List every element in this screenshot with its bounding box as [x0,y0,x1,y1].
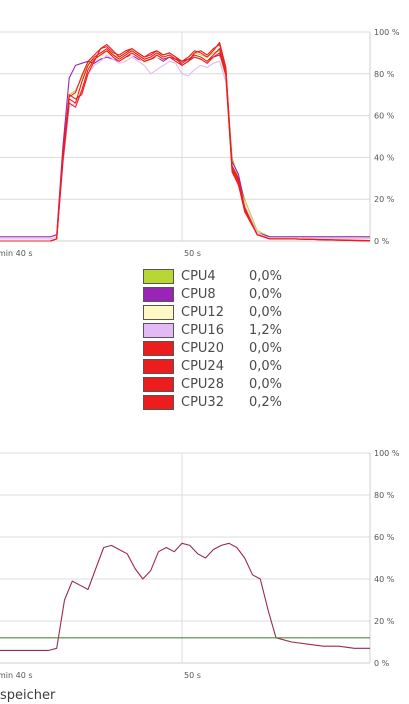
y-tick-label: 20 % [374,195,395,204]
x-axis-label: min 40 s [0,671,33,680]
legend-cpu-usage: 0,0% [249,341,283,356]
legend-cpu-usage: 1,2% [249,323,283,338]
legend-item-cpu20[interactable]: CPU20 0,0% [143,340,303,358]
y-tick-label: 40 % [374,575,395,584]
legend-cpu-usage: 0,0% [249,377,283,392]
series-line-cpu28 [0,50,371,242]
series-line-series-0 [0,542,370,651]
y-tick-label: 80 % [374,491,395,500]
y-tick-label: 0 % [374,659,390,668]
legend-cpu-name: CPU24 [181,359,224,374]
legend-cpu-name: CPU28 [181,377,224,392]
color-swatch[interactable] [143,377,174,392]
series-line-cpu32 [0,41,371,242]
y-tick-label: 20 % [374,617,395,626]
legend-item-cpu8[interactable]: CPU8 0,0% [143,286,303,304]
memory-section-label: speicher [0,688,56,703]
legend-item-cpu4[interactable]: CPU4 0,0% [143,268,303,286]
x-axis-label: 50 s [184,671,201,680]
series-line-cpu24 [0,48,371,242]
x-axis-label: 50 s [184,249,201,258]
y-tick-label: 0 % [374,237,390,246]
legend-item-cpu12[interactable]: CPU12 0,0% [143,304,303,322]
y-tick-label: 100 % [374,28,400,37]
legend-cpu-usage: 0,0% [249,305,283,320]
color-swatch[interactable] [143,395,174,410]
legend-cpu-usage: 0,0% [249,269,283,284]
legend-cpu-usage: 0,0% [249,287,283,302]
legend-cpu-name: CPU8 [181,287,216,302]
legend-cpu-usage: 0,0% [249,359,283,374]
legend-cpu-name: CPU12 [181,305,224,320]
legend-item-cpu28[interactable]: CPU28 0,0% [143,376,303,394]
legend-item-cpu24[interactable]: CPU24 0,0% [143,358,303,376]
legend-item-cpu32[interactable]: CPU32 0,2% [143,394,303,412]
cpu-legend: CPU4 0,0% CPU8 0,0% CPU12 0,0% CPU16 1,2% CPU20 0… [0,268,409,414]
memory-history-graph: 100 % 80 % 60 % 40 % 20 % 0 % min 40 s 50 s [0,449,400,680]
color-swatch[interactable] [143,287,174,302]
color-swatch[interactable] [143,305,174,320]
y-tick-label: 100 % [374,449,400,458]
color-swatch[interactable] [143,359,174,374]
legend-cpu-name: CPU20 [181,341,224,356]
y-tick-label: 40 % [374,153,395,162]
color-swatch[interactable] [143,269,174,284]
cpu-history-graph: 100 % 80 % 60 % 40 % 20 % 0 % min 40 s 50 s [0,28,400,258]
y-tick-label: 80 % [374,70,395,79]
color-swatch[interactable] [143,323,174,338]
legend-item-cpu16[interactable]: CPU16 1,2% [143,322,303,340]
y-tick-label: 60 % [374,533,395,542]
legend-cpu-name: CPU4 [181,269,216,284]
x-axis-label: min 40 s [0,249,33,258]
color-swatch[interactable] [143,341,174,356]
legend-cpu-usage: 0,2% [249,395,283,410]
y-tick-label: 60 % [374,112,395,121]
legend-cpu-name: CPU32 [181,395,224,410]
legend-cpu-name: CPU16 [181,323,224,338]
